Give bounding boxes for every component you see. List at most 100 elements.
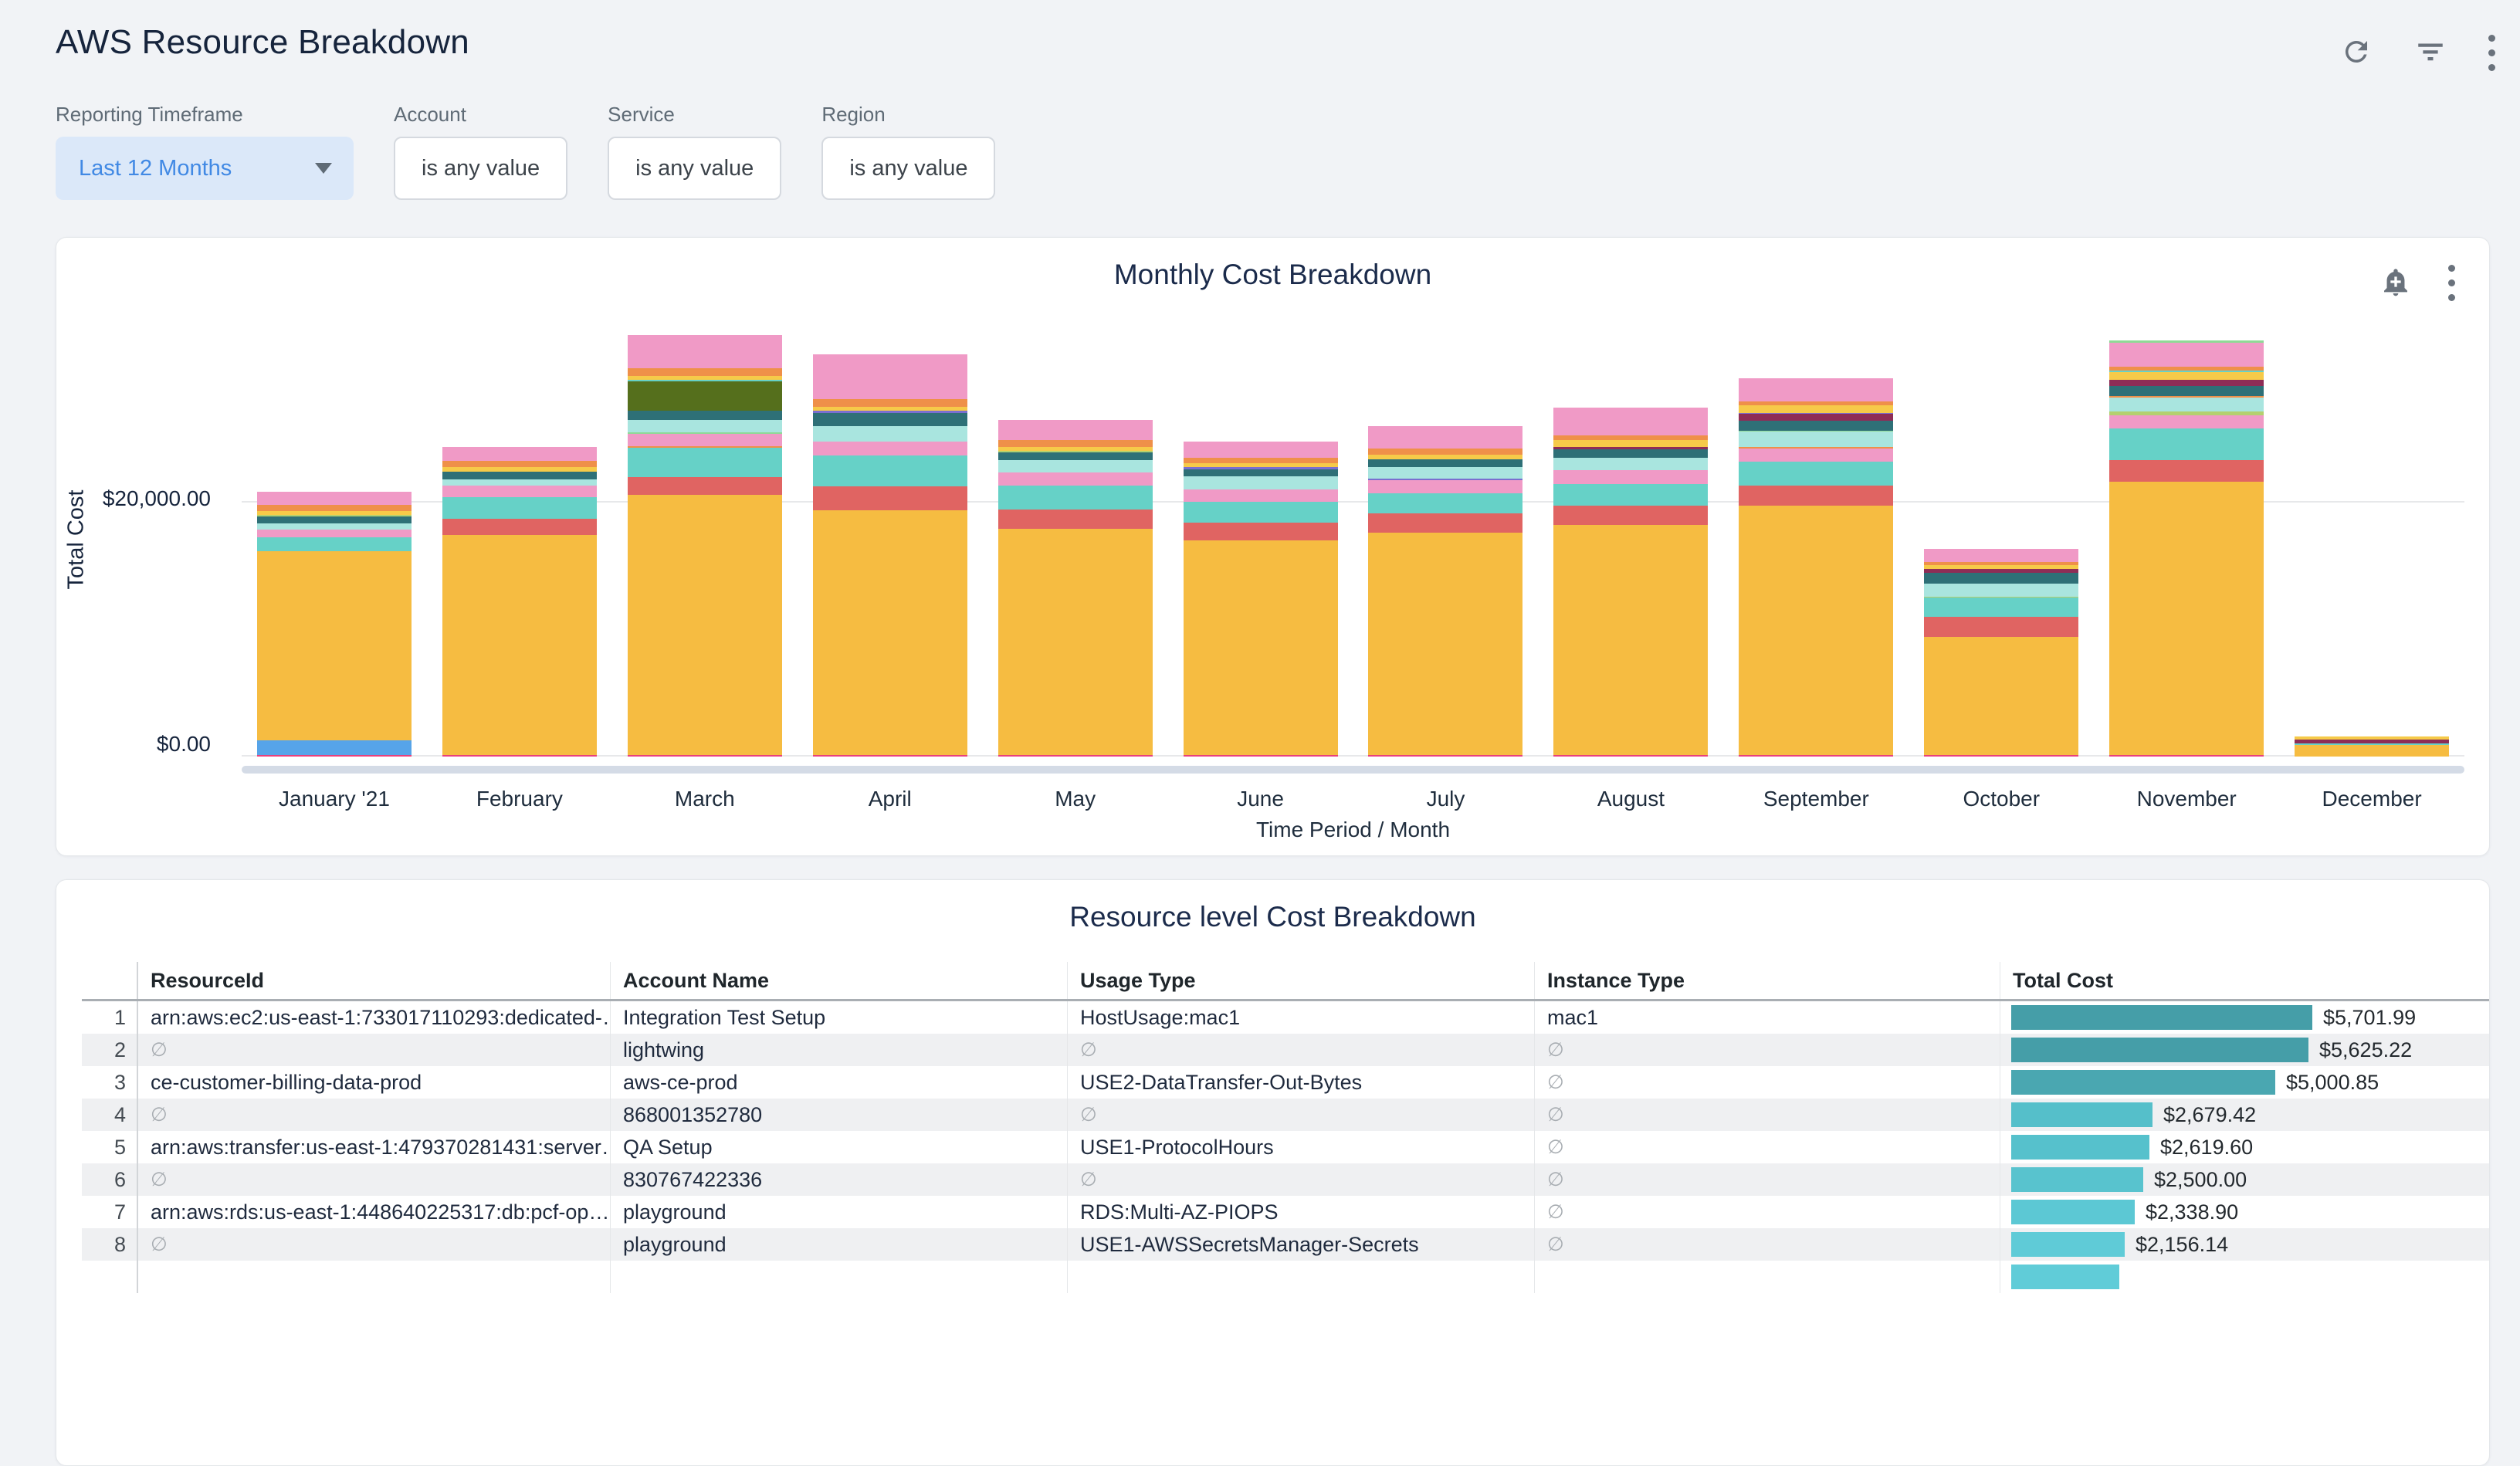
bar-segment[interactable] xyxy=(998,460,1153,472)
bar-segment[interactable] xyxy=(1184,489,1338,502)
column-header-account-name[interactable]: Account Name xyxy=(611,962,1068,999)
bar-segment[interactable] xyxy=(442,497,597,519)
bar-segment[interactable] xyxy=(1368,449,1522,454)
bar-segment[interactable] xyxy=(1553,755,1708,757)
bar-segment[interactable] xyxy=(1739,449,1893,461)
bar-segment[interactable] xyxy=(1739,405,1893,413)
bar-segment[interactable] xyxy=(628,477,782,495)
month-bar-4[interactable] xyxy=(813,354,967,757)
bar-segment[interactable] xyxy=(1924,637,2078,755)
bar-segment[interactable] xyxy=(813,486,967,510)
bar-segment[interactable] xyxy=(813,755,967,757)
bar-segment[interactable] xyxy=(1553,440,1708,446)
bar-segment[interactable] xyxy=(628,495,782,754)
bar-segment[interactable] xyxy=(1368,467,1522,479)
bar-segment[interactable] xyxy=(1368,755,1522,757)
month-bar-1[interactable] xyxy=(257,492,412,757)
month-bar-11[interactable] xyxy=(2109,340,2264,757)
bar-segment[interactable] xyxy=(1553,525,1708,755)
bar-segment[interactable] xyxy=(998,529,1153,755)
column-header-instance-type[interactable]: Instance Type xyxy=(1535,962,2000,999)
bar-segment[interactable] xyxy=(998,420,1153,440)
bar-segment[interactable] xyxy=(1739,378,1893,401)
bar-segment[interactable] xyxy=(1553,435,1708,441)
bar-segment[interactable] xyxy=(628,411,782,420)
bar-segment[interactable] xyxy=(1368,459,1522,467)
bar-segment[interactable] xyxy=(813,442,967,455)
bar-segment[interactable] xyxy=(813,510,967,755)
bar-segment[interactable] xyxy=(998,440,1153,446)
month-bar-10[interactable] xyxy=(1924,549,2078,757)
bar-segment[interactable] xyxy=(813,455,967,486)
bar-segment[interactable] xyxy=(813,426,967,442)
bar-segment[interactable] xyxy=(1924,617,2078,637)
bar-segment[interactable] xyxy=(998,755,1153,757)
bar-segment[interactable] xyxy=(2109,380,2264,386)
bar-segment[interactable] xyxy=(1368,455,1522,460)
timeframe-select[interactable]: Last 12 Months xyxy=(56,137,354,200)
chart-menu-button[interactable] xyxy=(2448,261,2455,305)
bar-segment[interactable] xyxy=(628,448,782,477)
bar-segment[interactable] xyxy=(1924,598,2078,617)
bar-segment[interactable] xyxy=(1739,414,1893,420)
bar-segment[interactable] xyxy=(442,755,597,757)
bar-segment[interactable] xyxy=(1368,426,1522,449)
bar-segment[interactable] xyxy=(2109,398,2264,411)
alert-bell-button[interactable] xyxy=(2380,266,2411,300)
bar-segment[interactable] xyxy=(813,354,967,399)
service-filter-button[interactable]: is any value xyxy=(608,137,781,200)
refresh-button[interactable] xyxy=(2340,36,2373,70)
bar-segment[interactable] xyxy=(442,535,597,755)
bar-segment[interactable] xyxy=(257,740,412,754)
bar-segment[interactable] xyxy=(257,523,412,530)
chart-hscrollbar[interactable] xyxy=(242,766,2464,774)
bar-segment[interactable] xyxy=(257,551,412,740)
region-filter-button[interactable]: is any value xyxy=(821,137,995,200)
bar-segment[interactable] xyxy=(1184,469,1338,476)
column-header-total-cost[interactable]: Total Cost xyxy=(2000,962,2489,999)
bar-segment[interactable] xyxy=(1553,408,1708,435)
dashboard-menu-button[interactable] xyxy=(2488,31,2495,75)
bar-segment[interactable] xyxy=(1924,549,2078,561)
bar-segment[interactable] xyxy=(998,472,1153,485)
bar-segment[interactable] xyxy=(1739,432,1893,447)
month-bar-8[interactable] xyxy=(1553,408,1708,757)
month-bar-2[interactable] xyxy=(442,447,597,757)
bar-segment[interactable] xyxy=(1184,502,1338,522)
bar-segment[interactable] xyxy=(1184,540,1338,755)
bar-segment[interactable] xyxy=(442,519,597,535)
bar-segment[interactable] xyxy=(2109,386,2264,396)
bar-segment[interactable] xyxy=(628,755,782,757)
bar-segment[interactable] xyxy=(2295,745,2449,757)
bar-segment[interactable] xyxy=(1739,486,1893,506)
bar-segment[interactable] xyxy=(442,479,597,486)
bar-segment[interactable] xyxy=(1184,476,1338,489)
bar-segment[interactable] xyxy=(813,413,967,425)
bar-segment[interactable] xyxy=(1553,484,1708,506)
bar-segment[interactable] xyxy=(257,537,412,551)
bar-segment[interactable] xyxy=(1553,458,1708,470)
month-bar-12[interactable] xyxy=(2295,736,2449,757)
bar-segment[interactable] xyxy=(1184,442,1338,458)
bar-segment[interactable] xyxy=(442,472,597,479)
bar-segment[interactable] xyxy=(257,492,412,505)
bar-segment[interactable] xyxy=(442,461,597,467)
bar-segment[interactable] xyxy=(2109,460,2264,482)
bar-segment[interactable] xyxy=(2109,755,2264,757)
bar-segment[interactable] xyxy=(813,399,967,407)
bar-segment[interactable] xyxy=(998,510,1153,529)
bar-segment[interactable] xyxy=(257,530,412,537)
bar-segment[interactable] xyxy=(1368,533,1522,755)
bar-segment[interactable] xyxy=(257,505,412,510)
bar-segment[interactable] xyxy=(1739,506,1893,754)
bar-segment[interactable] xyxy=(628,420,782,432)
bar-segment[interactable] xyxy=(628,381,782,411)
bar-segment[interactable] xyxy=(1924,755,2078,757)
month-bar-7[interactable] xyxy=(1368,426,1522,757)
bar-segment[interactable] xyxy=(1184,755,1338,757)
bar-segment[interactable] xyxy=(1553,506,1708,525)
bar-segment[interactable] xyxy=(628,335,782,368)
month-bar-9[interactable] xyxy=(1739,378,1893,757)
bar-segment[interactable] xyxy=(628,368,782,376)
dashboard-filter-button[interactable] xyxy=(2414,36,2447,70)
